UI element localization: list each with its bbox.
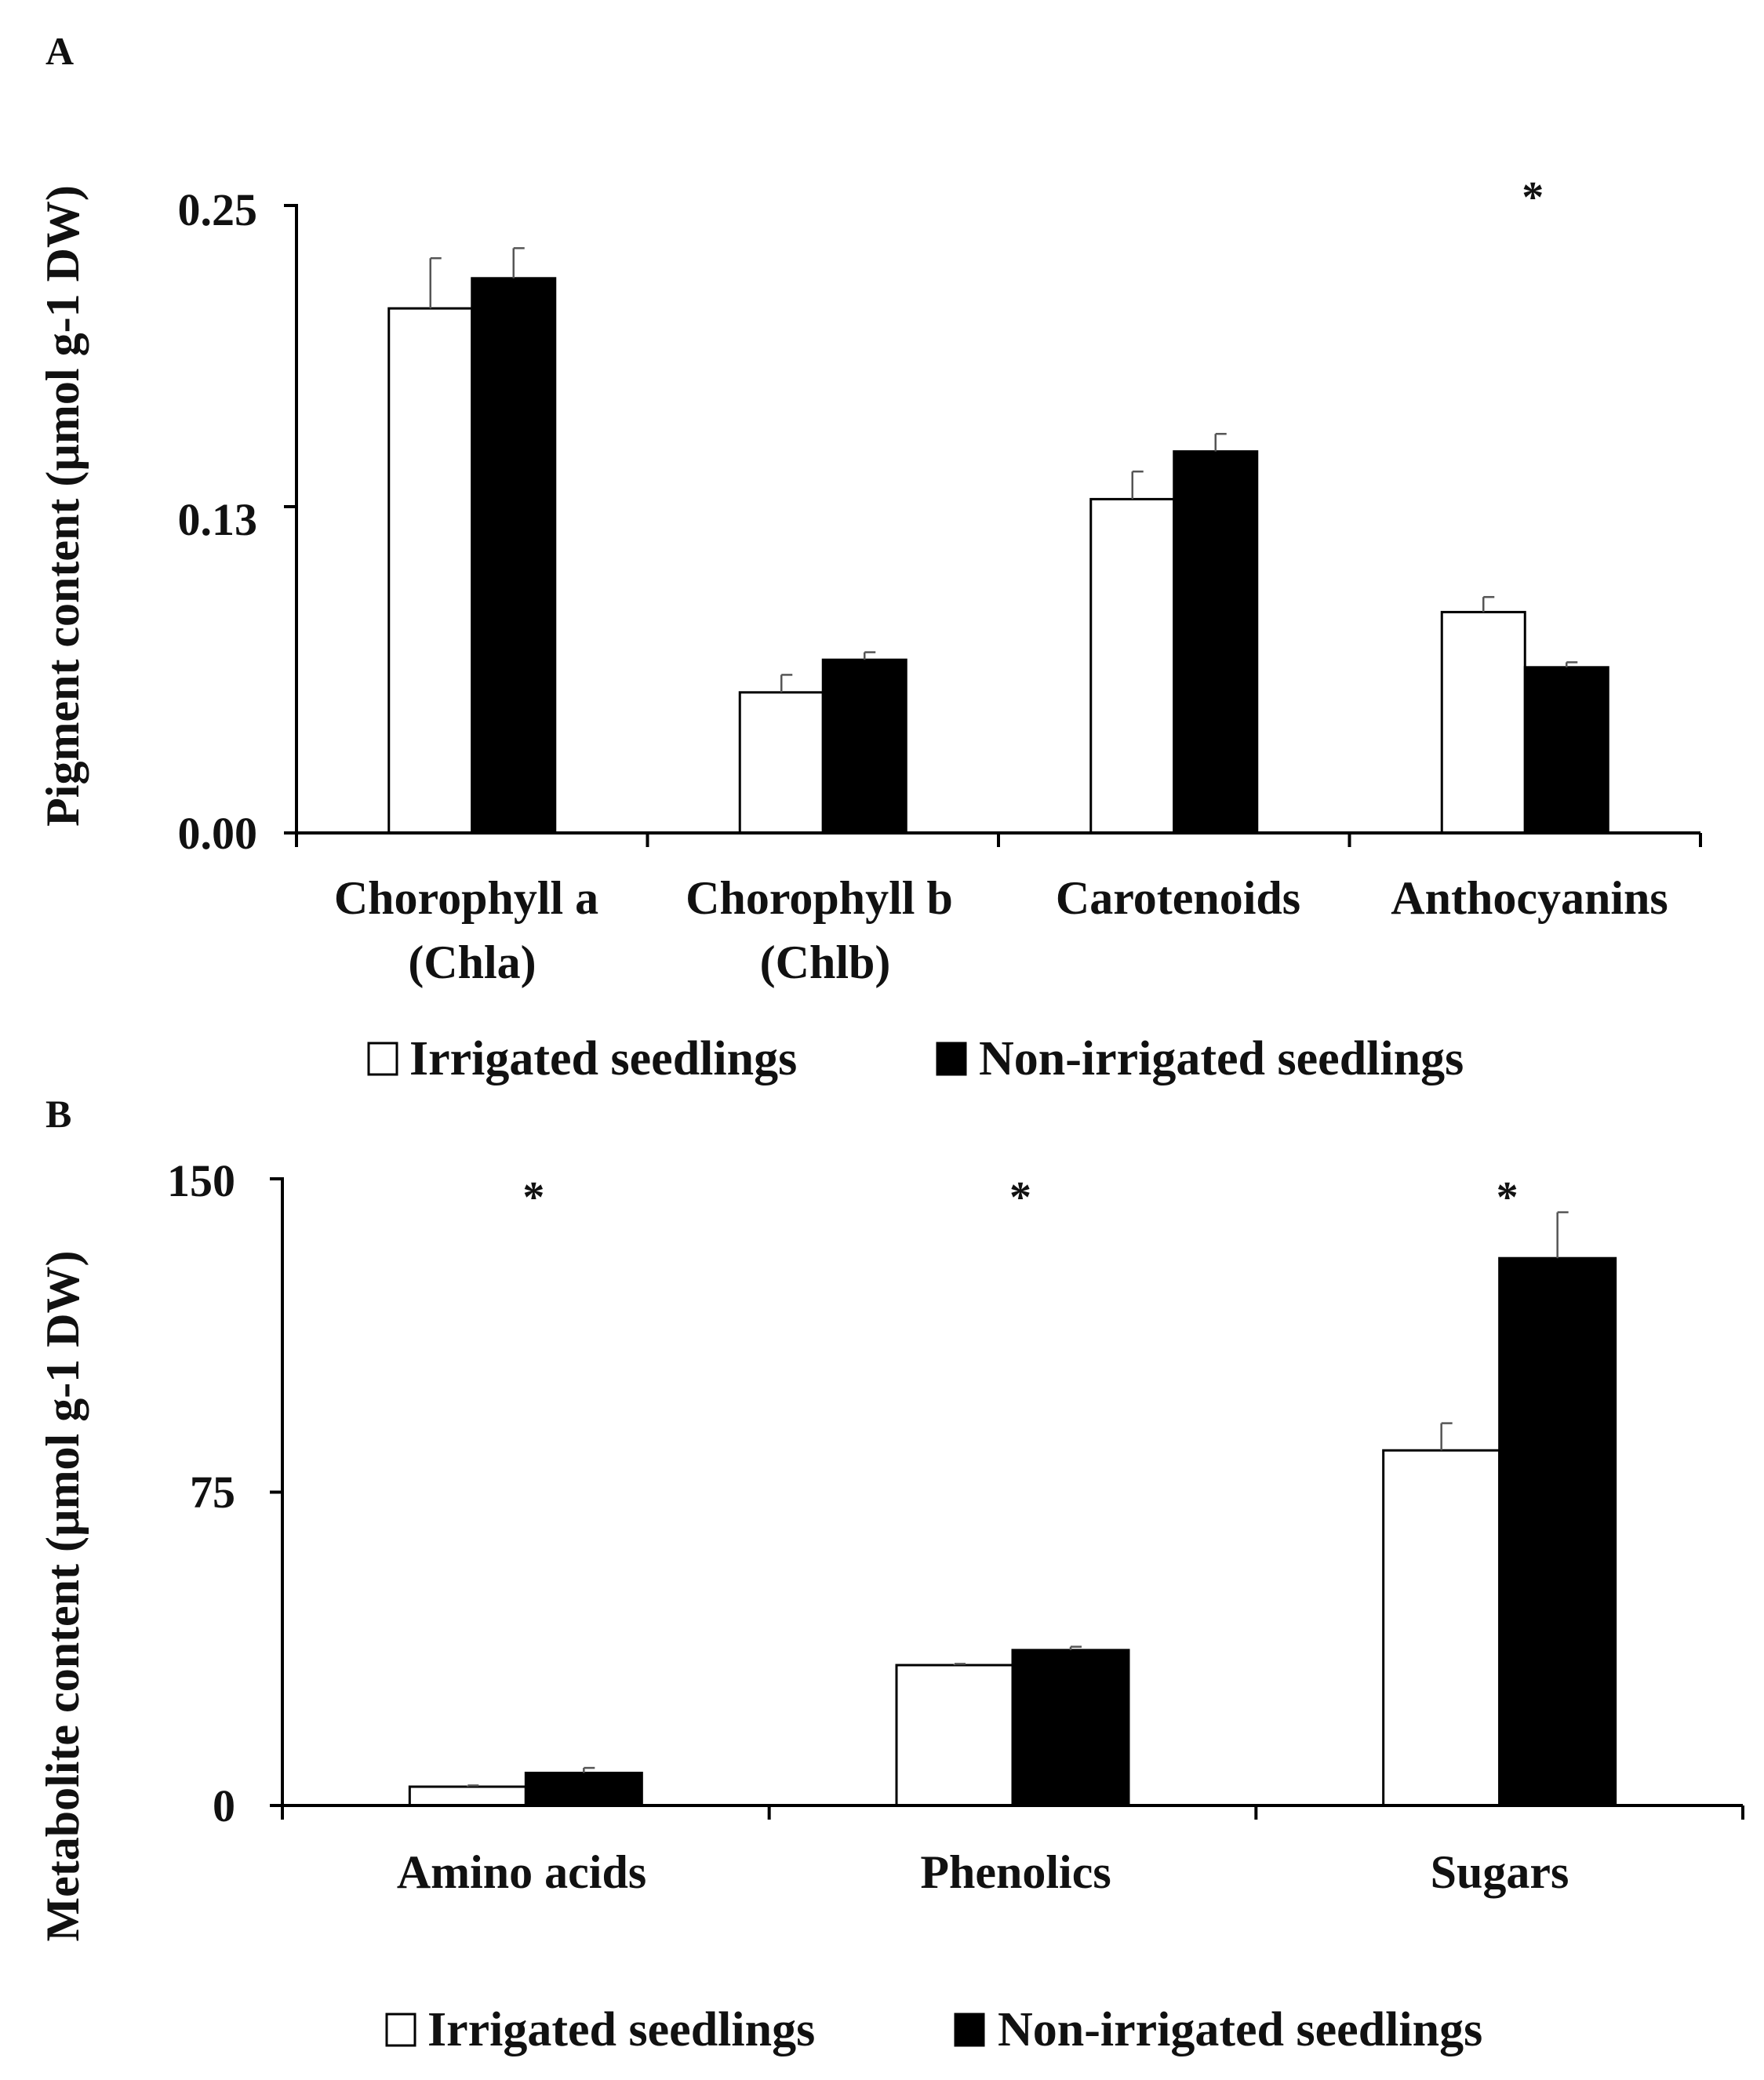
panel-b-ytick-label: 150 xyxy=(167,1155,235,1206)
panel-b-ytick-label: 0 xyxy=(213,1780,235,1831)
panel-a-bar-non-irrigated xyxy=(1523,666,1609,835)
panel-b-significance-marker: * xyxy=(1009,1173,1031,1222)
panel-b-bar-non-irrigated xyxy=(1011,1649,1130,1807)
panel-a-ytick-label: 0.25 xyxy=(178,184,258,235)
panel-b-significance: * * * xyxy=(522,1173,1518,1222)
panel-a-y-ticks: 0.00 0.13 0.25 xyxy=(178,184,258,859)
panel-a-bar-non-irrigated xyxy=(1173,450,1259,835)
panel-a-category-label: Chorophyll b (Chlb) xyxy=(686,872,965,988)
panel-a-bars xyxy=(387,247,1609,835)
panel-b-category-label: Phenolics xyxy=(920,1846,1111,1898)
panel-b-axes xyxy=(270,1177,1744,1820)
legend-label-irrigated: Irrigated seedlings xyxy=(409,1032,797,1085)
panel-a-label: A xyxy=(45,29,74,73)
panel-a-bar-irrigated xyxy=(738,691,824,835)
panel-b-bar-non-irrigated xyxy=(524,1771,643,1807)
panel-b-bars xyxy=(408,1211,1617,1807)
panel-b-category-label: Amino acids xyxy=(397,1846,646,1898)
panel-b-ytick-label: 75 xyxy=(190,1467,235,1518)
legend-label-non-irrigated: Non-irrigated seedlings xyxy=(979,1032,1464,1085)
panel-a-y-axis-label: Pigment content (µmol g-1 DW) xyxy=(37,185,89,827)
panel-a-category-label: Chorophyll a (Chla) xyxy=(334,872,610,988)
panel-a-category-label: Carotenoids xyxy=(1056,872,1300,924)
panel-a-category-labels: Chorophyll a (Chla) Chorophyll b (Chlb) … xyxy=(334,872,1668,988)
panel-b-bar-non-irrigated xyxy=(1498,1256,1617,1807)
panel-a-bar-irrigated xyxy=(387,307,474,835)
panel-a-bar-non-irrigated xyxy=(471,277,557,835)
panel-a-bar-irrigated xyxy=(1440,610,1526,835)
panel-a-category-label: Anthocyanins xyxy=(1391,872,1668,924)
panel-b-significance-marker: * xyxy=(1497,1173,1518,1222)
category-line: (Chla) xyxy=(408,936,536,988)
panel-a-legend: Irrigated seedlings Non-irrigated seedli… xyxy=(367,1032,1464,1085)
panel-b-bar-irrigated xyxy=(408,1785,527,1807)
legend-label-irrigated: Irrigated seedlings xyxy=(427,2003,815,2056)
panel-a-ytick-label: 0.00 xyxy=(178,808,258,859)
panel-b-category-labels: Amino acids Phenolics Sugars xyxy=(397,1846,1569,1898)
category-line: (Chlb) xyxy=(760,936,891,988)
panel-b-bar-irrigated xyxy=(1382,1449,1501,1807)
panel-a-axes xyxy=(284,204,1702,847)
category-line: Chorophyll b xyxy=(686,872,953,924)
legend-swatch-irrigated xyxy=(367,1042,398,1076)
panel-a-bar-irrigated xyxy=(1089,497,1176,835)
legend-label-non-irrigated: Non-irrigated seedlings xyxy=(998,2003,1482,2056)
panel-b-significance-marker: * xyxy=(522,1173,544,1222)
legend-swatch-irrigated xyxy=(385,2013,416,2047)
panel-a-bar-non-irrigated xyxy=(821,658,907,835)
panel-b-legend: Irrigated seedlings Non-irrigated seedli… xyxy=(385,2003,1482,2056)
panel-a-significance: * xyxy=(1522,173,1544,222)
panel-a-significance-marker: * xyxy=(1522,173,1544,222)
legend-swatch-non-irrigated xyxy=(954,2013,985,2047)
panel-a: A Pigment content (µmol g-1 DW) 0.00 0.1… xyxy=(37,29,1702,1085)
panel-b-y-ticks: 0 75 150 xyxy=(167,1155,235,1831)
panel-b-category-label: Sugars xyxy=(1431,1846,1569,1898)
panel-b: B Metabolite content (µmol g-1 DW) 0 75 … xyxy=(37,1092,1744,2056)
panel-a-ytick-label: 0.13 xyxy=(178,494,258,545)
legend-swatch-non-irrigated xyxy=(936,1042,967,1076)
category-line: Chorophyll a xyxy=(334,872,598,924)
panel-b-label: B xyxy=(45,1092,71,1136)
panel-b-y-axis-label: Metabolite content (µmol g-1 DW) xyxy=(37,1250,89,1941)
panel-b-bar-irrigated xyxy=(895,1664,1014,1807)
